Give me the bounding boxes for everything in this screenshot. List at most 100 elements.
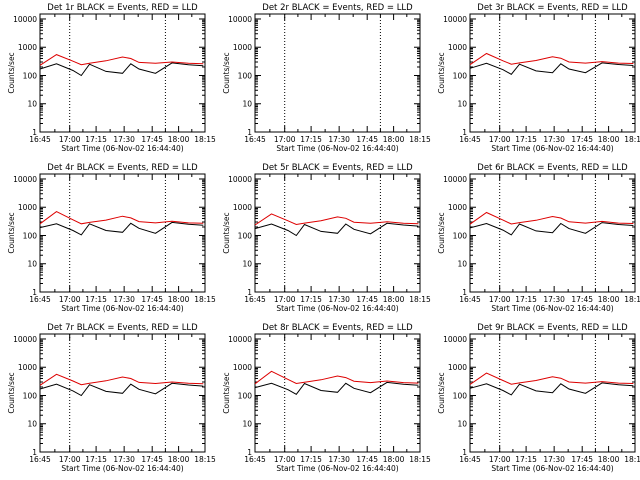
- x-tick-label: 17:00: [274, 295, 296, 304]
- plot-frame: [39, 13, 206, 133]
- x-tick-label: 18:15: [194, 455, 216, 464]
- x-tick-label: 16:45: [459, 455, 481, 464]
- chart-title: Det 1r BLACK = Events, RED = LLD: [47, 3, 198, 13]
- x-tick-label: 17:15: [515, 455, 537, 464]
- chart-panel-2: Det 2r BLACK = Events, RED = LLD 1 10 100 10…: [222, 3, 431, 153]
- x-axis-label: Start Time (06-Nov-02 16:44:40): [61, 304, 183, 313]
- x-axis-label: Start Time (06-Nov-02 16:44:40): [61, 464, 183, 473]
- x-tick-label: 18:00: [383, 455, 405, 464]
- x-tick-label: 17:45: [571, 455, 593, 464]
- y-tick-label: 100: [23, 71, 38, 80]
- y-tick-label: 10000: [443, 175, 467, 184]
- x-tick-label: 17:00: [59, 135, 81, 144]
- x-tick-label: 18:15: [409, 135, 431, 144]
- x-tick-label: 17:30: [113, 455, 135, 464]
- x-tick-label: 17:30: [328, 135, 350, 144]
- y-tick-label: 1000: [448, 363, 467, 372]
- plot-frame: [254, 173, 421, 293]
- y-axis-label: Counts/sec: [222, 52, 231, 93]
- plot-frame: [469, 333, 636, 453]
- y-tick-label: 1: [32, 128, 37, 137]
- y-axis-label: Counts/sec: [437, 52, 446, 93]
- x-tick-label: 17:15: [300, 295, 322, 304]
- y-tick-label: 1: [462, 128, 467, 137]
- chart-title: Det 9r BLACK = Events, RED = LLD: [477, 323, 628, 333]
- y-tick-label: 1: [462, 448, 467, 457]
- y-tick-label: 10000: [228, 15, 252, 24]
- x-tick-label: 17:45: [356, 455, 378, 464]
- x-tick-label: 17:15: [85, 455, 107, 464]
- x-tick-label: 18:15: [624, 455, 640, 464]
- series-line-lld: [254, 213, 419, 226]
- y-tick-label: 100: [238, 231, 253, 240]
- y-tick-label: 100: [238, 71, 253, 80]
- y-tick-label: 1000: [18, 363, 37, 372]
- x-tick-label: 17:15: [300, 455, 322, 464]
- x-tick-label: 17:15: [515, 135, 537, 144]
- y-tick-label: 10: [242, 260, 252, 269]
- x-axis-label: Start Time (06-Nov-02 16:44:40): [276, 144, 398, 153]
- x-tick-label: 18:15: [194, 135, 216, 144]
- y-tick-label: 1000: [233, 363, 252, 372]
- y-axis-label: Counts/sec: [7, 372, 16, 413]
- y-tick-label: 100: [453, 71, 468, 80]
- x-tick-label: 17:00: [59, 455, 81, 464]
- x-axis-label: Start Time (06-Nov-02 16:44:40): [491, 304, 613, 313]
- y-tick-label: 10: [27, 260, 37, 269]
- y-tick-label: 1: [247, 128, 252, 137]
- y-tick-label: 10000: [13, 335, 37, 344]
- y-tick-label: 1000: [233, 43, 252, 52]
- x-tick-label: 17:15: [300, 135, 322, 144]
- x-tick-label: 17:30: [328, 455, 350, 464]
- y-tick-label: 1: [247, 288, 252, 297]
- y-tick-label: 100: [453, 391, 468, 400]
- y-axis-label: Counts/sec: [7, 52, 16, 93]
- x-tick-label: 17:45: [571, 295, 593, 304]
- y-tick-label: 10000: [13, 15, 37, 24]
- chart-panel-6: Det 6r BLACK = Events, RED = LLD 1 10 100 10…: [437, 163, 640, 313]
- x-tick-label: 17:00: [274, 455, 296, 464]
- plot-frame: [39, 173, 206, 293]
- chart-panel-4: Det 4r BLACK = Events, RED = LLD 1 10 100 10…: [7, 163, 216, 313]
- y-tick-label: 10000: [443, 15, 467, 24]
- x-tick-label: 18:15: [409, 295, 431, 304]
- y-tick-label: 1000: [448, 43, 467, 52]
- chart-title: Det 7r BLACK = Events, RED = LLD: [47, 323, 198, 333]
- x-tick-label: 17:30: [543, 295, 565, 304]
- chart-panel-3: Det 3r BLACK = Events, RED = LLD 1 10 100 10…: [437, 3, 640, 153]
- y-tick-label: 100: [23, 391, 38, 400]
- x-tick-label: 17:30: [543, 455, 565, 464]
- chart-title: Det 8r BLACK = Events, RED = LLD: [262, 323, 413, 333]
- y-tick-label: 1: [32, 448, 37, 457]
- x-tick-label: 18:00: [598, 295, 620, 304]
- x-tick-label: 18:00: [168, 455, 190, 464]
- y-axis-label: Counts/sec: [437, 212, 446, 253]
- y-tick-label: 100: [238, 391, 253, 400]
- y-tick-label: 10000: [228, 175, 252, 184]
- y-tick-label: 1: [32, 288, 37, 297]
- x-tick-label: 17:30: [328, 295, 350, 304]
- x-axis-label: Start Time (06-Nov-02 16:44:40): [276, 304, 398, 313]
- y-tick-label: 10: [457, 420, 467, 429]
- series-line-events: [469, 222, 634, 236]
- y-tick-label: 1000: [18, 203, 37, 212]
- y-tick-label: 1000: [448, 203, 467, 212]
- series-line-events: [254, 222, 419, 237]
- x-tick-label: 17:00: [59, 295, 81, 304]
- series-line-lld: [469, 211, 634, 225]
- y-tick-label: 10000: [13, 175, 37, 184]
- y-tick-label: 100: [453, 231, 468, 240]
- x-tick-label: 18:15: [194, 295, 216, 304]
- chart-title: Det 5r BLACK = Events, RED = LLD: [262, 163, 413, 173]
- chart-title: Det 2r BLACK = Events, RED = LLD: [262, 3, 413, 13]
- y-tick-label: 10: [457, 100, 467, 109]
- plot-frame: [254, 333, 421, 453]
- chart-title: Det 3r BLACK = Events, RED = LLD: [477, 3, 628, 13]
- series-line-lld: [469, 372, 634, 385]
- x-tick-label: 18:00: [168, 135, 190, 144]
- x-axis-label: Start Time (06-Nov-02 16:44:40): [276, 464, 398, 473]
- series-line-lld: [39, 54, 204, 66]
- series-line-events: [39, 221, 204, 236]
- x-tick-label: 18:00: [598, 455, 620, 464]
- series-line-lld: [254, 370, 419, 385]
